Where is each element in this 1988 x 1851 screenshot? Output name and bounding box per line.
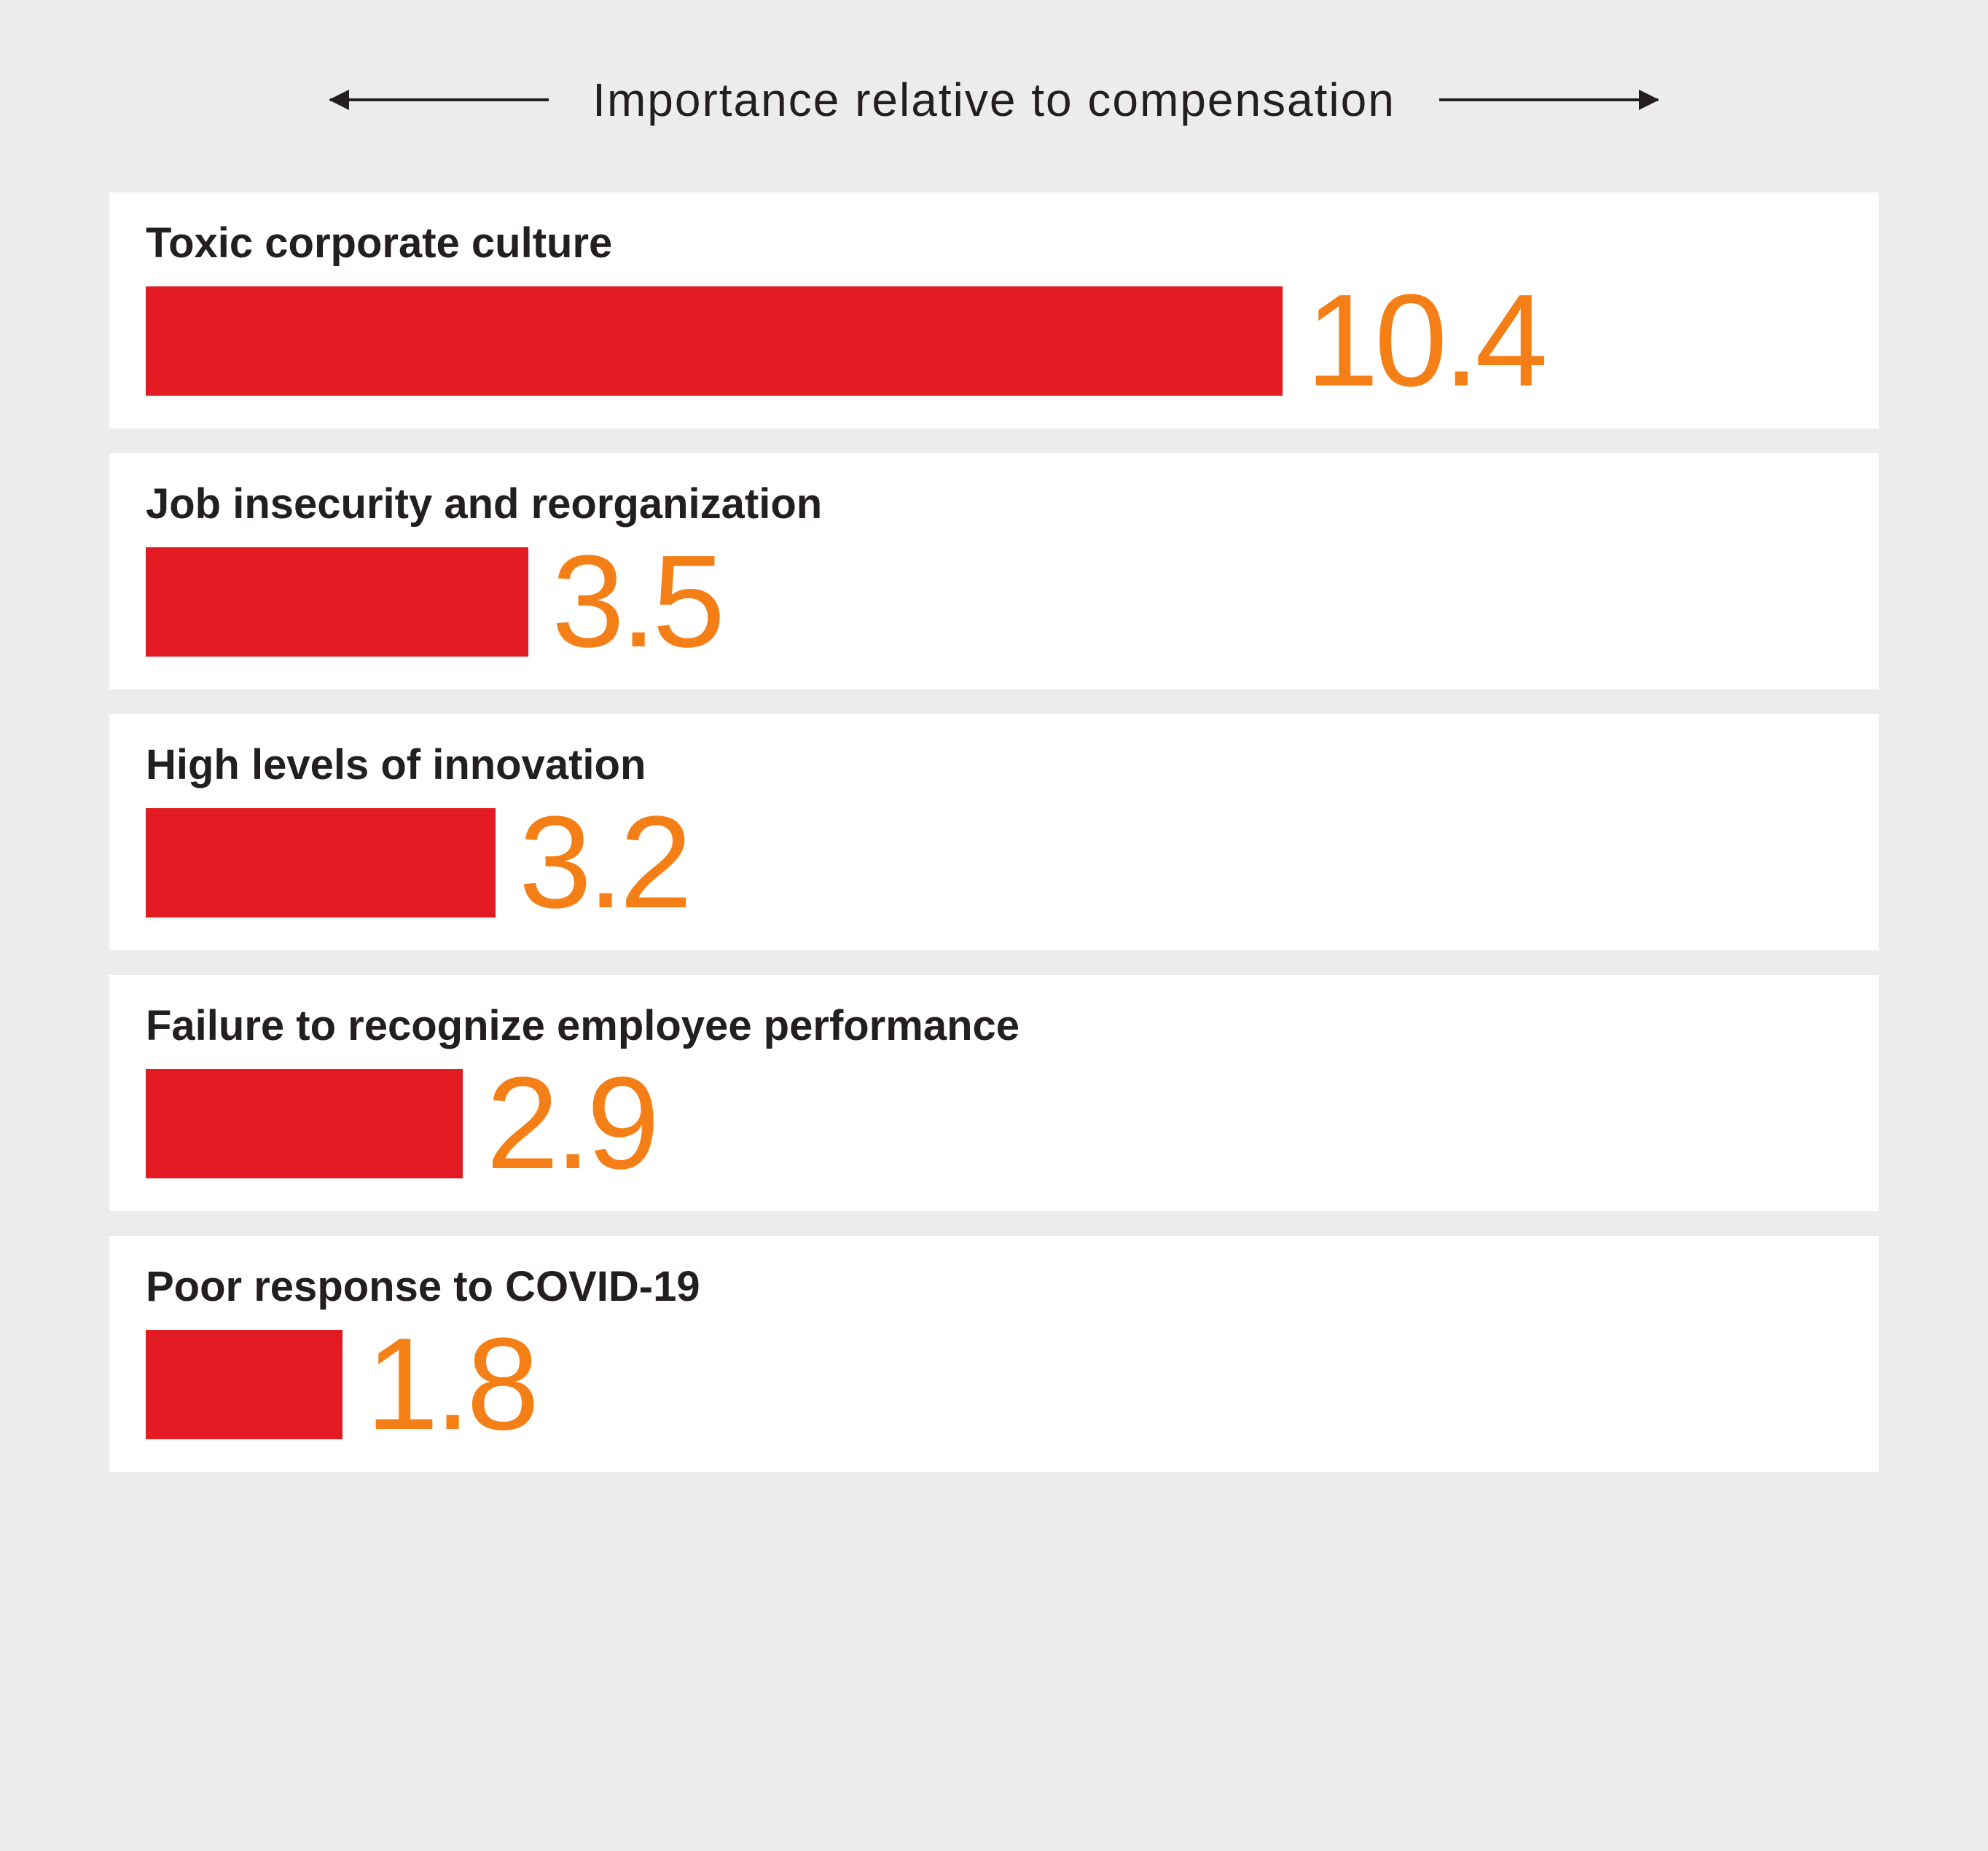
- bar-label: Toxic corporate culture: [146, 219, 1842, 267]
- bar-label: High levels of innovation: [146, 740, 1842, 789]
- chart-title: Importance relative to compensation: [592, 73, 1396, 127]
- bar-card: Failure to recognize employee performanc…: [109, 975, 1879, 1211]
- bar-card: Job insecurity and reorganization 3.5: [109, 453, 1879, 689]
- bar-cards-container: Toxic corporate culture 10.4 Job insecurit…: [109, 192, 1879, 1472]
- bar-rect: [146, 1069, 463, 1178]
- bar-value: 2.9: [486, 1068, 655, 1179]
- arrow-left-icon: [330, 98, 549, 101]
- bar-rect: [146, 1330, 343, 1439]
- bar-label: Job insecurity and reorganization: [146, 480, 1842, 528]
- bar-value: 1.8: [366, 1328, 535, 1440]
- bar-card: Toxic corporate culture 10.4: [109, 192, 1879, 428]
- bar-rect: [146, 547, 528, 657]
- bar-rect: [146, 808, 496, 917]
- bar-card: Poor response to COVID-19 1.8: [109, 1236, 1879, 1472]
- bar-value: 3.2: [519, 807, 688, 918]
- bar-label: Failure to recognize employee performanc…: [146, 1001, 1842, 1050]
- bar-rect: [146, 286, 1283, 396]
- bar-row: 3.5: [146, 546, 1842, 657]
- bar-label: Poor response to COVID-19: [146, 1262, 1842, 1311]
- bar-row: 10.4: [146, 285, 1842, 396]
- bar-value: 3.5: [552, 546, 721, 657]
- bar-row: 1.8: [146, 1328, 1842, 1440]
- bar-row: 3.2: [146, 807, 1842, 918]
- bar-value: 10.4: [1306, 285, 1543, 396]
- arrow-right-icon: [1439, 98, 1658, 101]
- chart-header: Importance relative to compensation: [109, 73, 1879, 127]
- bar-row: 2.9: [146, 1068, 1842, 1179]
- bar-card: High levels of innovation 3.2: [109, 714, 1879, 950]
